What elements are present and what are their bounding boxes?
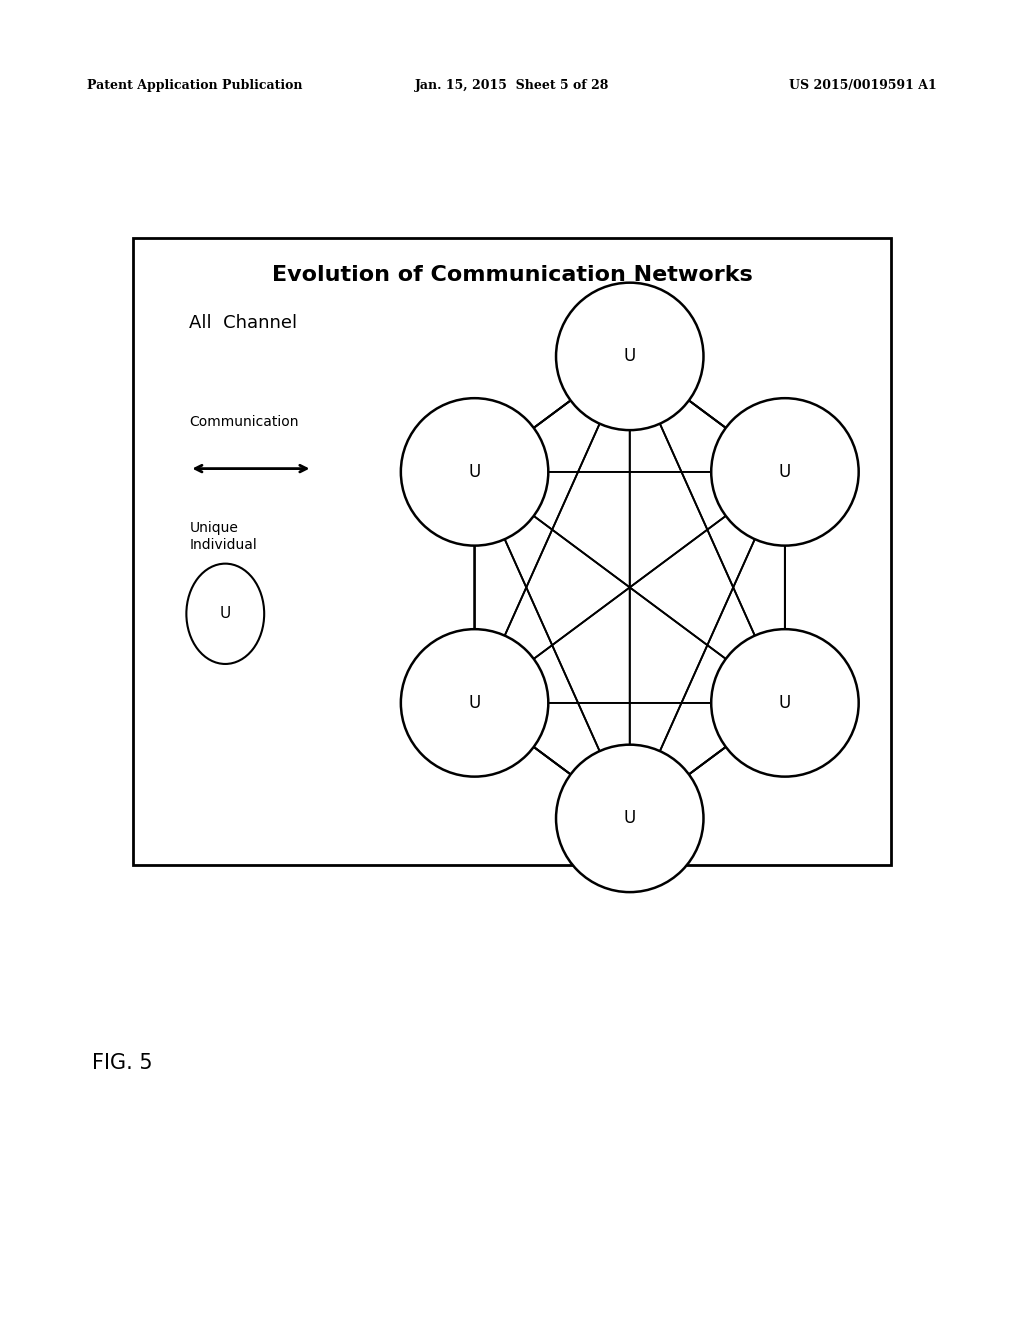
Text: FIG. 5: FIG. 5 bbox=[92, 1052, 153, 1073]
Text: U: U bbox=[624, 347, 636, 366]
Text: All  Channel: All Channel bbox=[189, 314, 298, 333]
Ellipse shape bbox=[712, 399, 859, 545]
Text: Unique
Individual: Unique Individual bbox=[189, 521, 257, 552]
Text: US 2015/0019591 A1: US 2015/0019591 A1 bbox=[790, 79, 937, 92]
Ellipse shape bbox=[400, 399, 548, 545]
Text: Jan. 15, 2015  Sheet 5 of 28: Jan. 15, 2015 Sheet 5 of 28 bbox=[415, 79, 609, 92]
Bar bbox=[133, 238, 891, 865]
Text: Communication: Communication bbox=[189, 416, 299, 429]
Text: U: U bbox=[779, 694, 792, 711]
Ellipse shape bbox=[712, 630, 859, 776]
Text: U: U bbox=[220, 606, 230, 622]
Text: U: U bbox=[468, 463, 480, 480]
Text: U: U bbox=[468, 694, 480, 711]
Ellipse shape bbox=[556, 744, 703, 892]
Circle shape bbox=[186, 564, 264, 664]
Ellipse shape bbox=[556, 282, 703, 430]
Ellipse shape bbox=[400, 630, 548, 776]
Text: U: U bbox=[779, 463, 792, 480]
Text: Patent Application Publication: Patent Application Publication bbox=[87, 79, 302, 92]
Text: Evolution of Communication Networks: Evolution of Communication Networks bbox=[271, 264, 753, 285]
Text: U: U bbox=[624, 809, 636, 828]
